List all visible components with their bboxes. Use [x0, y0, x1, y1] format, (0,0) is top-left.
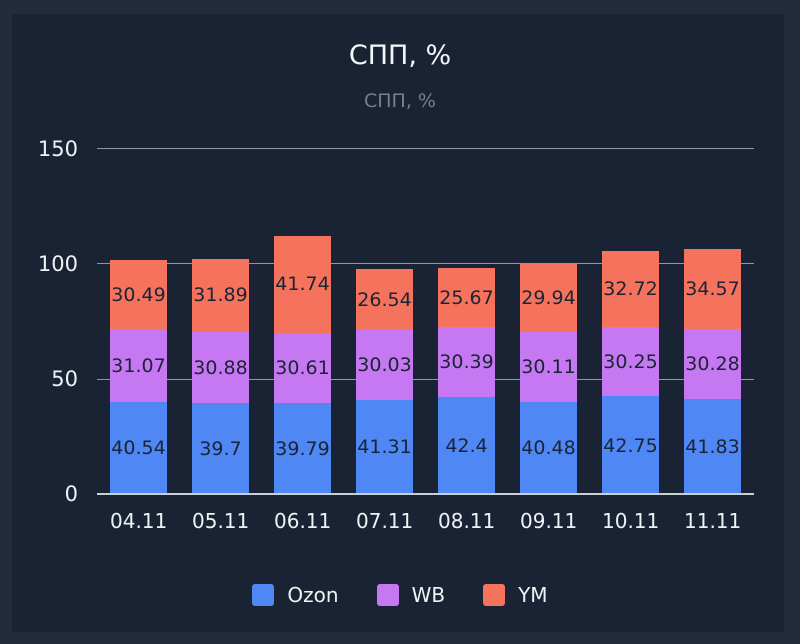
y-tick-label: 50: [51, 367, 78, 392]
gridline-0: 0: [65, 482, 754, 506]
bar-value-label: 30.28: [685, 352, 740, 375]
x-tick-label: 07.11: [356, 509, 414, 533]
bar-segment-ym-04.11: 30.49: [110, 259, 167, 330]
legend-label: Ozon: [287, 583, 339, 607]
legend-label: WB: [411, 583, 446, 607]
bar-segment-wb-07.11: 30.03: [356, 330, 413, 400]
x-tick-label: 06.11: [274, 509, 332, 533]
legend-item-ozon: Ozon: [252, 583, 339, 607]
bar-segment-ym-10.11: 32.72: [602, 251, 659, 327]
bar-value-label: 41.83: [685, 435, 740, 458]
bar-segment-wb-04.11: 31.07: [110, 329, 167, 402]
plot-area: 30.49 31.07 40.54 31.89 30.88 39.7 41.74 30.61 3…: [38, 137, 754, 533]
bar-value-label: 40.48: [521, 437, 576, 460]
legend-swatch-wb: [376, 584, 399, 606]
bar-value-label: 42.4: [445, 435, 488, 458]
bar-value-label: 41.74: [275, 273, 330, 296]
gridline-100: 100: [38, 252, 754, 276]
bar-value-label: 26.54: [357, 288, 412, 311]
bar-value-label: 30.61: [275, 356, 330, 379]
bar-value-label: 30.25: [603, 350, 658, 373]
bar-segment-ozon-04.11: 40.54: [110, 401, 167, 495]
bar-segment-wb-11.11: 30.28: [684, 328, 741, 399]
bar-value-label: 30.49: [111, 283, 166, 306]
bar-value-label: 30.03: [357, 354, 412, 377]
bar-segment-ozon-11.11: 41.83: [684, 398, 741, 495]
bar-segment-ozon-08.11: 42.4: [438, 397, 495, 495]
bar-value-label: 30.11: [521, 355, 576, 378]
bar-segment-ozon-10.11: 42.75: [602, 396, 659, 495]
bar-value-label: 39.79: [275, 438, 330, 461]
bar-segment-ozon-09.11: 40.48: [520, 401, 577, 495]
bar-value-label: 42.75: [603, 434, 658, 457]
x-axis-labels: 04.11 05.11 06.11 07.11 08.11 09.11 10.11 11.11: [97, 509, 754, 533]
chart-title: СПП, %: [348, 40, 452, 71]
bar-segment-wb-10.11: 30.25: [602, 326, 659, 397]
legend-item-wb: WB: [376, 583, 446, 607]
bars: 30.49 31.07 40.54 31.89 30.88 39.7 41.74 30.61 3…: [97, 149, 754, 495]
x-tick-label: 05.11: [192, 509, 250, 533]
bar-segment-wb-08.11: 30.39: [438, 327, 495, 398]
bar-value-label: 40.54: [111, 437, 166, 460]
chart-subtitle: СПП, %: [364, 90, 436, 112]
gridline-50: 50: [51, 367, 754, 391]
bar-segment-wb-09.11: 30.11: [520, 332, 577, 402]
bar-11.11: 34.57 30.28 41.83: [684, 248, 741, 495]
bar-value-label: 31.89: [193, 284, 248, 307]
gridline-150: 150: [38, 137, 754, 161]
bar-segment-wb-05.11: 30.88: [192, 332, 249, 404]
bar-segment-ym-08.11: 25.67: [438, 267, 495, 328]
bar-segment-ozon-06.11: 39.79: [274, 403, 331, 495]
bar-05.11: 31.89 30.88 39.7: [192, 258, 249, 495]
bar-segment-ozon-05.11: 39.7: [192, 403, 249, 495]
bar-value-label: 31.07: [111, 354, 166, 377]
legend-item-ym: YM: [483, 583, 548, 607]
bar-value-label: 30.88: [193, 356, 248, 379]
legend-label: YM: [518, 583, 548, 607]
x-tick-label: 04.11: [110, 509, 168, 533]
bar-value-label: 34.57: [685, 277, 740, 300]
legend-swatch-ym: [483, 584, 506, 606]
bar-08.11: 25.67 30.39 42.4: [438, 267, 495, 495]
x-tick-label: 11.11: [684, 509, 742, 533]
bar-value-label: 29.94: [521, 286, 576, 309]
bar-value-label: 32.72: [603, 277, 658, 300]
y-tick-label: 0: [64, 482, 78, 506]
bar-07.11: 26.54 30.03 41.31: [356, 269, 413, 495]
bar-segment-ozon-07.11: 41.31: [356, 399, 413, 495]
bar-value-label: 25.67: [439, 286, 494, 309]
bar-segment-ym-05.11: 31.89: [192, 258, 249, 333]
bar-segment-ym-06.11: 41.74: [274, 236, 331, 333]
legend-swatch-ozon: [252, 584, 275, 606]
bar-segment-ym-09.11: 29.94: [520, 263, 577, 333]
bar-segment-ym-11.11: 34.57: [684, 248, 741, 329]
y-tick-label: 100: [37, 251, 78, 276]
bar-value-label: 41.31: [357, 436, 412, 459]
x-tick-label: 10.11: [602, 509, 660, 533]
bar-04.11: 30.49 31.07 40.54: [110, 259, 167, 495]
bar-10.11: 32.72 30.25 42.75: [602, 251, 659, 495]
bar-segment-wb-06.11: 30.61: [274, 332, 331, 404]
y-tick-label: 150: [37, 136, 78, 161]
bar-09.11: 29.94 30.11 40.48: [520, 263, 577, 495]
x-tick-label: 08.11: [438, 509, 496, 533]
x-tick-label: 09.11: [520, 509, 578, 533]
bar-value-label: 39.7: [199, 438, 242, 461]
bar-value-label: 30.39: [439, 351, 494, 374]
bar-segment-ym-07.11: 26.54: [356, 269, 413, 331]
bar-06.11: 41.74 30.61 39.79: [274, 236, 331, 495]
legend: Ozon WB YM: [0, 583, 800, 607]
